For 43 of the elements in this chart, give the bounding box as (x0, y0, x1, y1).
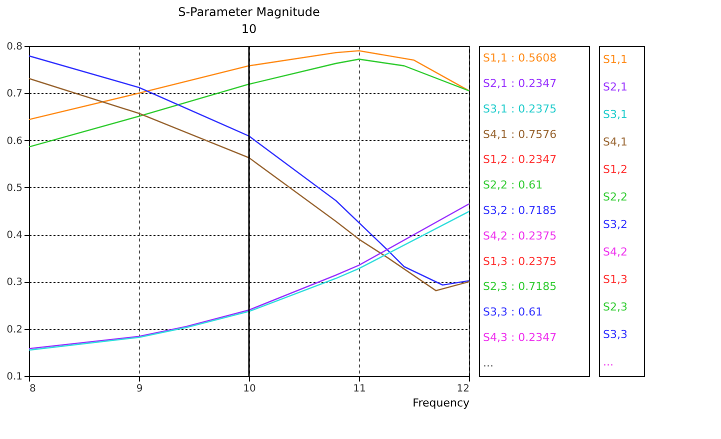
text: S4,1 : 0.7576 (483, 128, 557, 141)
text: S2,2 : 0.61 (483, 178, 543, 192)
text: S4,1 (603, 135, 628, 148)
line-series (29, 58, 469, 148)
text: S3,3 (603, 328, 628, 341)
text: S4,2 (603, 245, 628, 258)
text: S4,3 : 0.2347 (483, 330, 557, 344)
line-series (29, 50, 469, 120)
text: S1,3 (603, 272, 628, 286)
x-tick-label: 8 (30, 384, 36, 394)
chart-title: S-Parameter Magnitude (178, 5, 320, 19)
text: S3,2 (603, 218, 628, 231)
text: S2,3 (603, 300, 628, 314)
x-tick-label: 9 (136, 384, 143, 394)
text: S4,2 : 0.2375 (483, 229, 557, 242)
text: S2,1 (603, 80, 628, 94)
y-tick-label: 0.5 (6, 182, 22, 194)
y-tick-label: 0.2 (6, 324, 22, 336)
text: S3,3 : 0.61 (483, 306, 543, 319)
text: S1,2 (603, 162, 628, 176)
ref-line-label: 10 (241, 22, 257, 36)
text: S2,3 : 0.7185 (483, 280, 557, 294)
x-axis-title: Frequency (412, 396, 470, 410)
x-tick-label: 12 (456, 384, 470, 394)
y-tick-label: 0.1 (6, 372, 22, 382)
y-tick-label: 0.6 (6, 136, 22, 147)
y-tick-label: 0.7 (6, 88, 22, 100)
y-tick-label: 0.8 (6, 42, 22, 52)
text: S1,1 : 0.5608 (483, 52, 557, 65)
text: ... (603, 355, 614, 368)
text: S3,2 : 0.7185 (483, 204, 557, 217)
y-tick-label: 0.4 (6, 230, 22, 242)
y-tick-label: 0.3 (6, 277, 22, 288)
text: S2,1 : 0.2347 (483, 77, 557, 90)
text: S1,2 : 0.2347 (483, 153, 557, 166)
text: S3,1 : 0.2375 (483, 102, 557, 116)
x-tick-label: 11 (353, 384, 366, 394)
text: S3,1 (603, 108, 628, 121)
text: ... (483, 356, 494, 370)
text: S1,3 : 0.2375 (483, 254, 557, 268)
x-tick-label: 10 (243, 384, 256, 394)
text: S1,1 (603, 52, 628, 66)
text: S2,2 (603, 190, 628, 204)
